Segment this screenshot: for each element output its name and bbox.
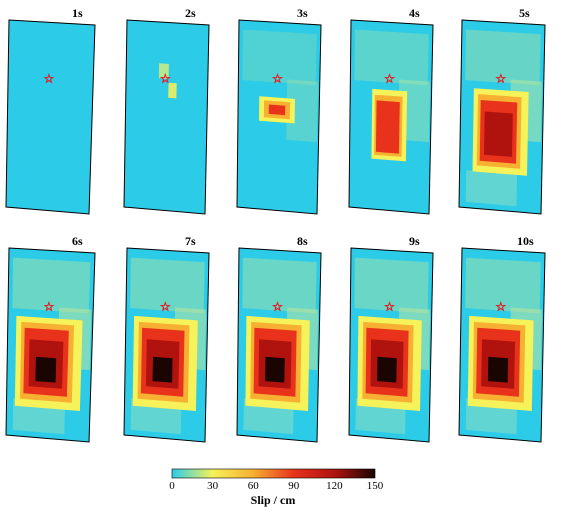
fault-plane: [123, 19, 210, 215]
panel-5: 5s: [458, 6, 546, 215]
slip-map-10: [458, 247, 546, 443]
slip-patch: [35, 356, 57, 383]
hypocenter-star-icon: [159, 300, 171, 312]
colorbar-label: Slip / cm: [251, 493, 296, 507]
colorbar-tick-0: 0: [169, 480, 175, 492]
slip-patch: [158, 63, 169, 79]
panel-label-5: 5s: [519, 6, 530, 20]
panel-8: 8s: [236, 234, 322, 443]
slip-patch: [152, 356, 173, 383]
slip-patch-low: [12, 257, 91, 314]
slip-patch: [265, 356, 285, 383]
colorbar-tick-90: 90: [288, 480, 300, 492]
hypocenter-star-icon: [271, 72, 284, 84]
colorbar: 0 30 60 90 120 150 Slip / cm: [169, 468, 384, 507]
colorbar-tick-30: 30: [207, 480, 219, 492]
panel-10: 10s: [458, 234, 546, 443]
slip-patch-low: [242, 29, 317, 86]
hypocenter-star-icon: [271, 300, 284, 312]
slip-patch-low: [130, 257, 205, 314]
panel-label-4: 4s: [409, 6, 420, 20]
panel-label-2: 2s: [185, 6, 196, 20]
slip-patch: [484, 111, 513, 157]
panel-4: 4s: [348, 6, 434, 215]
colorbar-tick-150: 150: [367, 480, 384, 492]
panel-1: 1s: [5, 6, 96, 215]
colorbar-gradient: [171, 468, 376, 479]
panel-7: 7s: [123, 234, 210, 443]
panel-6: 6s: [5, 234, 96, 443]
slip-map-6: [5, 247, 96, 443]
slip-patch-low: [465, 29, 541, 86]
slip-patch-low: [465, 257, 541, 314]
slip-patch-low: [242, 257, 317, 314]
slip-patch: [377, 356, 397, 383]
panel-label-1: 1s: [72, 6, 83, 20]
hypocenter-star-icon: [43, 72, 55, 84]
panel-label-3: 3s: [297, 6, 308, 20]
slip-patch: [375, 100, 400, 154]
panel-9: 9s: [348, 234, 434, 443]
slip-map-4: [348, 19, 434, 215]
slip-map-2: [123, 19, 210, 215]
hypocenter-star-icon: [495, 300, 507, 312]
panel-label-10: 10s: [517, 234, 534, 248]
hypocenter-star-icon: [383, 300, 396, 312]
slip-map-1: [5, 19, 96, 215]
slip-patch-low: [354, 29, 429, 86]
slip-map-5: [458, 19, 546, 215]
hypocenter-star-icon: [383, 72, 396, 84]
panel-3: 3s: [236, 6, 322, 215]
slip-patch-low: [465, 170, 518, 207]
slip-patch-low: [354, 257, 429, 314]
slip-patch: [168, 82, 177, 99]
slip-patch: [268, 104, 286, 116]
panel-label-7: 7s: [185, 234, 196, 248]
slip-map-3: [236, 19, 322, 215]
panel-label-8: 8s: [297, 234, 308, 248]
slip-patch: [487, 356, 509, 383]
fault-plane: [5, 19, 96, 215]
panel-2: 2s: [123, 6, 210, 215]
slip-map-9: [348, 247, 434, 443]
panel-label-9: 9s: [409, 234, 420, 248]
colorbar-tick-60: 60: [248, 480, 260, 492]
panel-label-6: 6s: [72, 234, 83, 248]
hypocenter-star-icon: [159, 72, 171, 84]
slip-map-8: [236, 247, 322, 443]
colorbar-tick-120: 120: [326, 480, 343, 492]
hypocenter-star-icon: [43, 300, 55, 312]
hypocenter-star-icon: [495, 72, 507, 84]
slip-patch-low: [286, 79, 319, 143]
slip-map-7: [123, 247, 210, 443]
